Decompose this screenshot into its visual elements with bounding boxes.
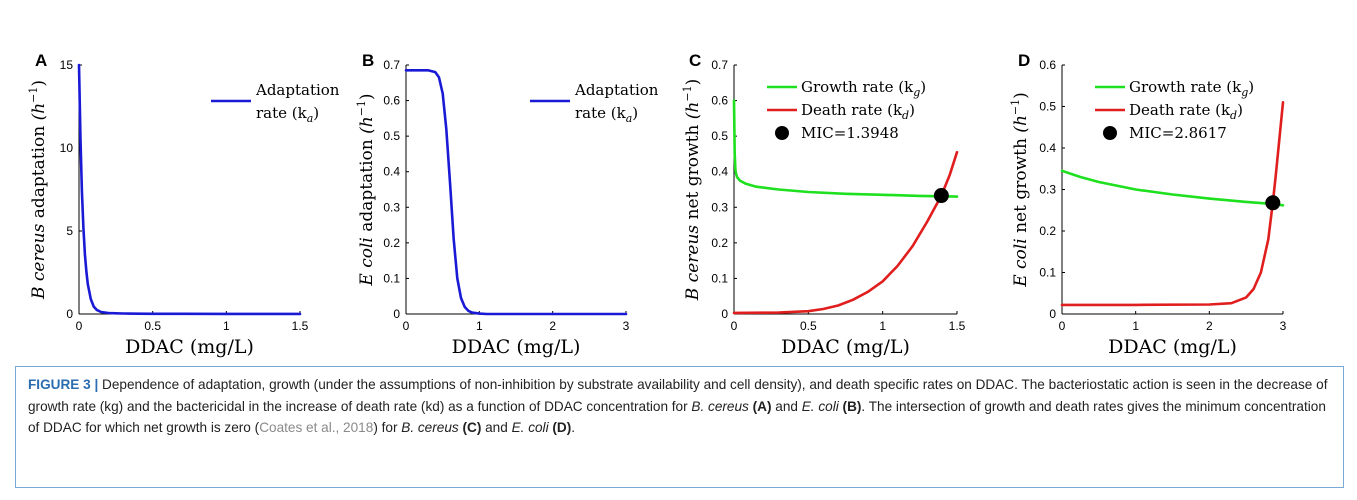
figure-label: FIGURE 3 | bbox=[28, 377, 99, 392]
x-tick-label-c: 0.5 bbox=[800, 319, 817, 333]
series-line-d-1 bbox=[1060, 169, 1285, 207]
panel-letter-d: D bbox=[1018, 51, 1030, 70]
y-tick-label-d: 0.4 bbox=[1039, 141, 1056, 155]
series-line-a-1 bbox=[77, 63, 302, 316]
x-tick-label-a: 0.5 bbox=[144, 319, 161, 333]
y-tick-label-d: 0.1 bbox=[1039, 266, 1056, 280]
y-axis-label-a: B cereus adaptation (h−1) bbox=[27, 80, 49, 300]
caption-species-3: B. cereus bbox=[401, 420, 459, 435]
legend-marker-c bbox=[775, 126, 789, 140]
y-tick-label-c: 0.2 bbox=[711, 236, 728, 250]
legend-label-c-1: Growth rate (kg) bbox=[801, 78, 926, 99]
caption-text-5: and bbox=[481, 420, 512, 435]
panel-letter-b: B bbox=[362, 51, 374, 70]
x-tick-label-d: 3 bbox=[1280, 319, 1287, 333]
y-tick-label-a: 10 bbox=[60, 141, 74, 155]
x-tick-label-c: 0 bbox=[731, 319, 738, 333]
caption-text-3: . The intersection of growth and death r… bbox=[28, 398, 1326, 436]
y-tick-label-c: 0.3 bbox=[711, 200, 728, 214]
legend-label-mic-d: MIC=2.8617 bbox=[1129, 124, 1227, 142]
y-tick-label-c: 0.1 bbox=[711, 271, 728, 285]
y-tick-label-a: 0 bbox=[66, 307, 73, 321]
caption-citation[interactable]: Coates et al., 2018 bbox=[259, 420, 374, 435]
x-axis-label-a: DDAC (mg/L) bbox=[125, 336, 254, 358]
caption-panel-ref-b: (B) bbox=[842, 398, 862, 414]
series-line-c-2 bbox=[732, 150, 959, 315]
legend-label-mic-c: MIC=1.3948 bbox=[801, 124, 899, 142]
x-tick-label-b: 0 bbox=[403, 319, 410, 333]
y-tick-label-b: 0.5 bbox=[383, 129, 400, 143]
y-tick-label-b: 0.7 bbox=[383, 58, 400, 72]
y-axis-label-b: E coli adaptation (h−1) bbox=[355, 93, 377, 286]
legend-label-c-2: Death rate (kd) bbox=[801, 101, 915, 122]
y-tick-label-c: 0.4 bbox=[711, 165, 728, 179]
y-axis-label-d: E coli net growth (h−1) bbox=[1009, 92, 1031, 288]
y-axis-label-c: B cereus net growth (h−1) bbox=[681, 79, 703, 301]
y-tick-label-d: 0 bbox=[1049, 307, 1056, 321]
y-tick-label-c: 0.5 bbox=[711, 129, 728, 143]
y-tick-label-d: 0.5 bbox=[1039, 100, 1056, 114]
x-axis-label-b: DDAC (mg/L) bbox=[452, 336, 581, 358]
y-tick-label-b: 0.2 bbox=[383, 236, 400, 250]
series-line-c-1 bbox=[732, 99, 959, 198]
x-tick-label-b: 2 bbox=[549, 319, 556, 333]
x-axis-label-c: DDAC (mg/L) bbox=[781, 336, 910, 358]
y-tick-label-b: 0 bbox=[393, 307, 400, 321]
legend-label-b: Adaptation bbox=[574, 81, 659, 99]
caption-species-2: E. coli bbox=[801, 398, 839, 414]
chart-panel-c: C 0 0.5 1 1.5 0 0.1 0.2 0.3 0.4 0.5 0.6 0.7 DDAC (mg/… bbox=[681, 51, 966, 358]
y-tick-label-b: 0.6 bbox=[383, 94, 400, 108]
mic-marker-c bbox=[933, 188, 949, 204]
y-tick-label-c: 0.7 bbox=[711, 58, 728, 72]
legend-marker-d bbox=[1103, 126, 1117, 140]
y-tick-label-b: 0.1 bbox=[383, 271, 400, 285]
x-tick-label-d: 0 bbox=[1059, 319, 1066, 333]
x-tick-label-b: 3 bbox=[623, 319, 630, 333]
caption-species-4: E. coli bbox=[511, 420, 549, 435]
y-tick-label-b: 0.3 bbox=[383, 200, 400, 214]
y-tick-label-a: 5 bbox=[66, 224, 73, 238]
caption-text-6: . bbox=[571, 420, 576, 435]
legend-label-a: Adaptation bbox=[255, 81, 340, 99]
y-tick-label-d: 0.3 bbox=[1039, 183, 1056, 197]
caption-species-1: B. cereus bbox=[691, 398, 749, 414]
caption-panel-ref-d: (D) bbox=[552, 420, 572, 435]
series-line-d-2 bbox=[1060, 101, 1285, 307]
chart-panel-d: D 0 1 2 3 0 0.1 0.2 0.3 0.4 0.5 0.6 DDAC (mg/L) E col… bbox=[1009, 51, 1287, 358]
y-tick-label-d: 0.2 bbox=[1039, 224, 1056, 238]
x-tick-label-d: 1 bbox=[1132, 319, 1139, 333]
x-tick-label-a: 1.5 bbox=[292, 319, 309, 333]
y-tick-label-d: 0.6 bbox=[1039, 58, 1056, 72]
y-tick-label-c: 0 bbox=[721, 307, 728, 321]
x-tick-label-a: 0 bbox=[76, 319, 83, 333]
x-tick-label-c: 1.5 bbox=[949, 319, 966, 333]
y-tick-label-b: 0.4 bbox=[383, 165, 400, 179]
caption-panel-ref-c: (C) bbox=[462, 420, 482, 435]
caption-text-1: Dependence of adaptation, growth (under … bbox=[28, 377, 1328, 414]
mic-marker-d bbox=[1265, 195, 1281, 211]
legend-label-b: rate (ka) bbox=[575, 104, 638, 125]
y-tick-label-a: 15 bbox=[60, 58, 74, 72]
x-tick-label-c: 1 bbox=[879, 319, 886, 333]
panel-letter-a: A bbox=[35, 51, 47, 70]
legend-label-d-1: Growth rate (kg) bbox=[1129, 78, 1254, 99]
x-tick-label-b: 1 bbox=[476, 319, 483, 333]
y-tick-label-c: 0.6 bbox=[711, 94, 728, 108]
figure-caption: FIGURE 3 | Dependence of adaptation, gro… bbox=[15, 366, 1344, 488]
chart-panel-a: A 0 0.5 1 1.5 0 5 10 15 DDAC (mg/L) B cereus adapt… bbox=[27, 51, 340, 358]
legend-label-d-2: Death rate (kd) bbox=[1129, 101, 1243, 122]
caption-text-2: and bbox=[771, 398, 802, 414]
x-axis-label-d: DDAC (mg/L) bbox=[1108, 336, 1237, 358]
legend-label-a: rate (ka) bbox=[256, 104, 319, 125]
x-tick-label-a: 1 bbox=[223, 319, 230, 333]
caption-text-4: ) for bbox=[373, 420, 402, 435]
chart-panel-b: B 0 1 2 3 0 0.1 0.2 0.3 0.4 0.5 0.6 0.7 DDAC (mg/L) E … bbox=[355, 51, 659, 358]
x-tick-label-d: 2 bbox=[1206, 319, 1213, 333]
panel-letter-c: C bbox=[689, 51, 701, 70]
caption-panel-ref-a: (A) bbox=[752, 398, 772, 414]
series-line-b-1 bbox=[404, 69, 628, 316]
